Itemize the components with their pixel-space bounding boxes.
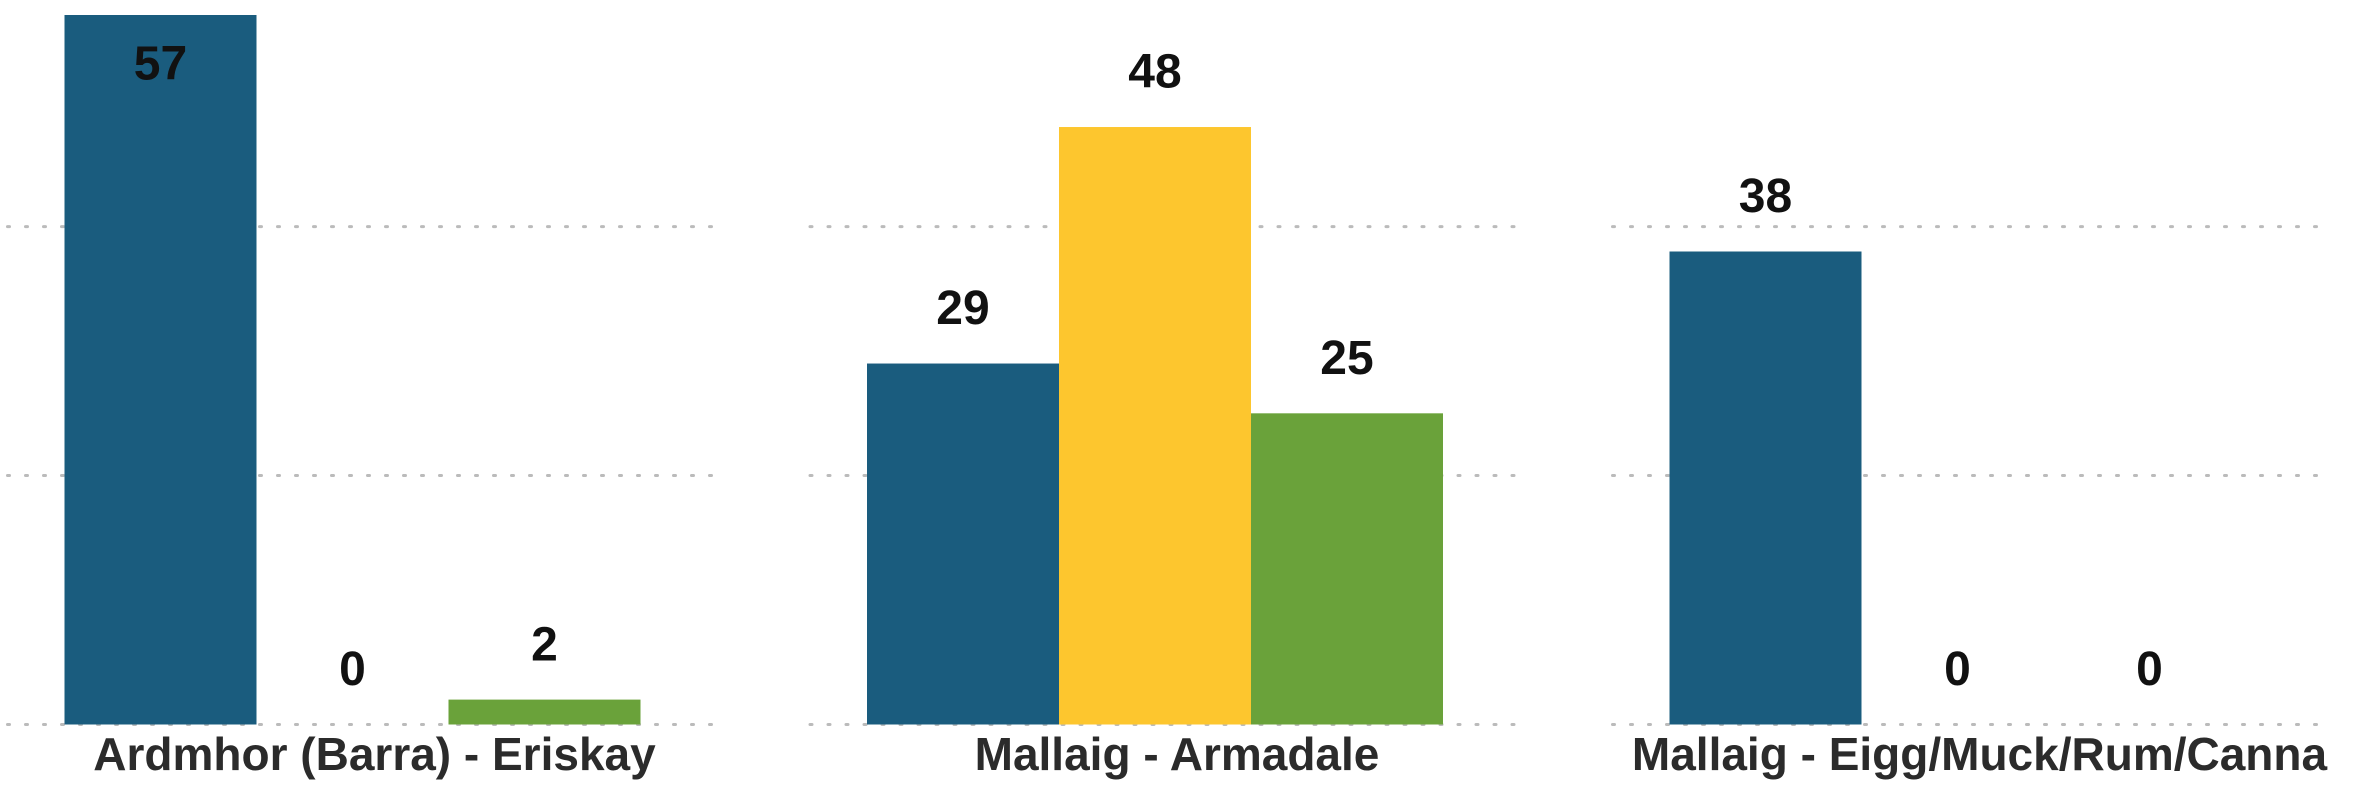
value-label: 57 (134, 38, 187, 91)
bar (1251, 413, 1443, 725)
bar (1059, 127, 1251, 725)
value-label: 48 (1128, 46, 1181, 99)
bar (1669, 251, 1862, 725)
x-tick-label: Ardmhor (Barra) - Eriskay (93, 728, 656, 780)
value-label: 0 (339, 643, 366, 696)
value-label: 29 (936, 282, 989, 335)
x-tick-label: Mallaig - Eigg/Muck/Rum/Canna (1632, 728, 2328, 780)
bar (64, 15, 257, 725)
x-tick-label: Mallaig - Armadale (975, 728, 1380, 780)
value-label: 38 (1739, 170, 1792, 223)
value-label: 25 (1320, 332, 1373, 385)
value-label: 0 (2136, 643, 2163, 696)
bar (867, 363, 1059, 725)
bar (448, 699, 641, 725)
value-label: 2 (531, 618, 558, 671)
value-label: 0 (1944, 643, 1971, 696)
